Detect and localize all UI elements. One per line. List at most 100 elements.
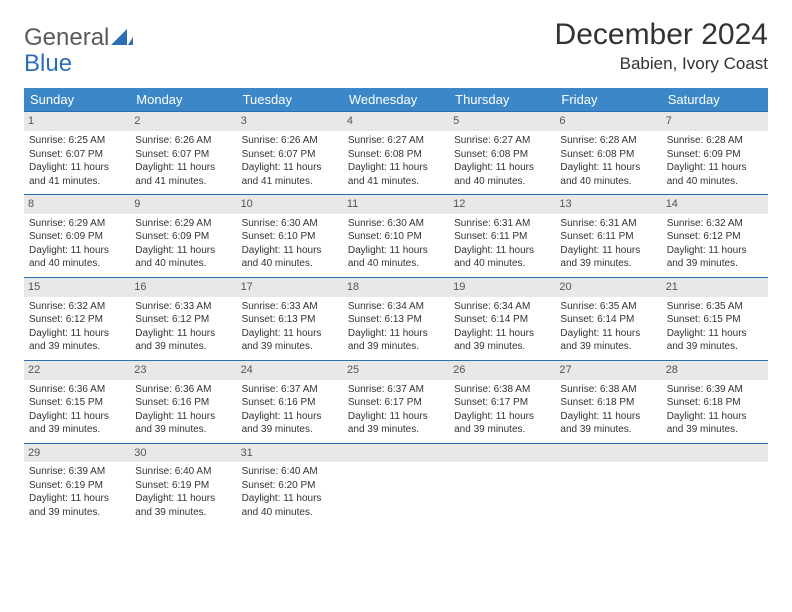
day-details: Sunrise: 6:28 AMSunset: 6:09 PMDaylight:… — [666, 134, 764, 188]
day-details: Sunrise: 6:29 AM Sunset: 6:09 PM Daylight:… — [134, 217, 232, 271]
day-number: 30 — [130, 444, 236, 463]
weekday-header: Friday — [555, 88, 661, 112]
sunrise-line: Sunrise: 6:36 AM — [29, 384, 105, 395]
calendar-table: Sunday Monday Tuesday Wednesday Thursday… — [24, 88, 768, 525]
sunrise-line: Sunrise: 6:29 AM — [135, 218, 211, 229]
sunset-line: Sunset: 6:09 PM — [29, 231, 103, 242]
calendar-week-row: 29Sunrise: 6:39 AMSunset: 6:19 PMDayligh… — [24, 443, 768, 525]
day-number: 31 — [237, 444, 343, 463]
daylight-line: Daylight: 11 hours and 40 minutes. — [454, 162, 534, 187]
empty-daynum — [662, 444, 768, 463]
day-number: 23 — [130, 361, 236, 380]
day-details: Sunrise: 6:26 AMSunset: 6:07 PMDaylight:… — [134, 134, 232, 188]
day-details: Sunrise: 6:28 AMSunset: 6:08 PMDaylight:… — [559, 134, 657, 188]
day-details: Sunrise: 6:39 AMSunset: 6:18 PMDaylight:… — [666, 383, 764, 437]
day-details: Sunrise: 6:32 AMSunset: 6:12 PMDaylight:… — [666, 217, 764, 271]
daylight-line: Daylight: 11 hours and 39 minutes. — [135, 411, 215, 436]
daylight-line: Daylight: 11 hours and 39 minutes. — [667, 245, 747, 270]
day-number: 19 — [449, 278, 555, 297]
sunrise-line: Sunrise: 6:31 AM — [560, 218, 636, 229]
sunrise-line: Sunrise: 6:32 AM — [29, 301, 105, 312]
calendar-day-cell: 24Sunrise: 6:37 AMSunset: 6:16 PMDayligh… — [237, 360, 343, 443]
daylight-line: Daylight: 11 hours and 40 minutes. — [667, 162, 747, 187]
daylight-line: Daylight: 11 hours and 39 minutes. — [454, 411, 534, 436]
sunrise-line: Sunrise: 6:39 AM — [667, 384, 743, 395]
daylight-line: Daylight: 11 hours and 39 minutes. — [348, 411, 428, 436]
daylight-line: Daylight: 11 hours and 39 minutes. — [29, 493, 109, 518]
sunset-line: Sunset: 6:15 PM — [29, 397, 103, 408]
calendar-day-cell: 30 Sunrise: 6:40 AMSunset: 6:19 PMDayligh… — [130, 443, 236, 525]
sunset-line: Sunset: 6:12 PM — [29, 314, 103, 325]
calendar-day-cell: 11Sunrise: 6:30 AMSunset: 6:10 PMDayligh… — [343, 195, 449, 278]
daylight-line: Daylight: 11 hours and 40 minutes. — [135, 245, 215, 270]
day-number: 12 — [449, 195, 555, 214]
day-number: 20 — [555, 278, 661, 297]
day-details: Sunrise: 6:31 AMSunset: 6:11 PMDaylight:… — [559, 217, 657, 271]
day-number: 22 — [24, 361, 130, 380]
sunrise-line: Sunrise: 6:34 AM — [454, 301, 530, 312]
daylight-line: Daylight: 11 hours and 41 minutes. — [242, 162, 322, 187]
sunset-line: Sunset: 6:10 PM — [348, 231, 422, 242]
month-title: December 2024 — [555, 18, 768, 52]
sunset-line: Sunset: 6:19 PM — [29, 480, 103, 491]
calendar-day-cell: 14Sunrise: 6:32 AMSunset: 6:12 PMDayligh… — [662, 195, 768, 278]
weekday-header: Tuesday — [237, 88, 343, 112]
sunset-line: Sunset: 6:08 PM — [560, 149, 634, 160]
location-label: Babien, Ivory Coast — [555, 54, 768, 74]
sunset-line: Sunset: 6:07 PM — [242, 149, 316, 160]
calendar-day-cell: 16Sunrise: 6:33 AMSunset: 6:12 PMDayligh… — [130, 277, 236, 360]
day-number: 4 — [343, 112, 449, 131]
day-details: Sunrise: 6:38 AM Sunset: 6:17 PM Daylight:… — [453, 383, 551, 437]
sunrise-line: Sunrise: 6:38 AM — [454, 384, 530, 395]
day-number: 27 — [555, 361, 661, 380]
sunset-line: Sunset: 6:07 PM — [29, 149, 103, 160]
sunrise-line: Sunrise: 6:33 AM — [242, 301, 318, 312]
day-number: 2 — [130, 112, 236, 131]
daylight-line: Daylight: 11 hours and 39 minutes. — [29, 328, 109, 353]
daylight-line: Daylight: 11 hours and 39 minutes. — [560, 411, 640, 436]
sunrise-line: Sunrise: 6:35 AM — [667, 301, 743, 312]
calendar-day-cell: 28Sunrise: 6:39 AMSunset: 6:18 PMDayligh… — [662, 360, 768, 443]
sunrise-line: Sunrise: 6:28 AM — [667, 135, 743, 146]
calendar-day-cell: 18Sunrise: 6:34 AMSunset: 6:13 PMDayligh… — [343, 277, 449, 360]
sunset-line: Sunset: 6:13 PM — [348, 314, 422, 325]
daylight-line: Daylight: 11 hours and 40 minutes. — [560, 162, 640, 187]
day-number: 26 — [449, 361, 555, 380]
sunset-line: Sunset: 6:17 PM — [348, 397, 422, 408]
sunset-line: Sunset: 6:08 PM — [348, 149, 422, 160]
day-details: Sunrise: 6:36 AMSunset: 6:15 PMDaylight:… — [28, 383, 126, 437]
daylight-line: Daylight: 11 hours and 39 minutes. — [667, 328, 747, 353]
sunrise-line: Sunrise: 6:37 AM — [242, 384, 318, 395]
day-details: Sunrise: 6:27 AMSunset: 6:08 PMDaylight:… — [347, 134, 445, 188]
day-number: 8 — [24, 195, 130, 214]
daylight-line: Daylight: 11 hours and 39 minutes. — [560, 245, 640, 270]
day-number: 3 — [237, 112, 343, 131]
sunrise-line: Sunrise: 6:26 AM — [135, 135, 211, 146]
calendar-day-cell: 8Sunrise: 6:29 AMSunset: 6:09 PMDaylight… — [24, 195, 130, 278]
day-number: 18 — [343, 278, 449, 297]
empty-daynum — [449, 444, 555, 463]
sunset-line: Sunset: 6:17 PM — [454, 397, 528, 408]
sunset-line: Sunset: 6:16 PM — [135, 397, 209, 408]
day-details: Sunrise: 6:38 AMSunset: 6:18 PMDaylight:… — [559, 383, 657, 437]
sunset-line: Sunset: 6:12 PM — [135, 314, 209, 325]
calendar-day-cell: 1Sunrise: 6:25 AMSunset: 6:07 PMDaylight… — [24, 112, 130, 195]
calendar-week-row: 15Sunrise: 6:32 AMSunset: 6:12 PMDayligh… — [24, 277, 768, 360]
sunrise-line: Sunrise: 6:39 AM — [29, 466, 105, 477]
brand-sail-icon — [111, 29, 133, 52]
calendar-day-cell: 29Sunrise: 6:39 AMSunset: 6:19 PMDayligh… — [24, 443, 130, 525]
sunrise-line: Sunrise: 6:36 AM — [135, 384, 211, 395]
calendar-day-cell: 26 Sunrise: 6:38 AM Sunset: 6:17 PM Dayligh… — [449, 360, 555, 443]
sunrise-line: Sunrise: 6:40 AM — [242, 466, 318, 477]
day-details: Sunrise: 6:40 AMSunset: 6:19 PMDaylight:… — [134, 465, 232, 519]
empty-daynum — [343, 444, 449, 463]
day-details: Sunrise: 6:30 AMSunset: 6:10 PMDaylight:… — [347, 217, 445, 271]
weekday-header: Monday — [130, 88, 236, 112]
sunset-line: Sunset: 6:18 PM — [560, 397, 634, 408]
daylight-line: Daylight: 11 hours and 40 minutes. — [29, 245, 109, 270]
day-number: 17 — [237, 278, 343, 297]
sunrise-line: Sunrise: 6:27 AM — [348, 135, 424, 146]
sunset-line: Sunset: 6:09 PM — [135, 231, 209, 242]
sunrise-line: Sunrise: 6:37 AM — [348, 384, 424, 395]
day-details: Sunrise: 6:37 AM Sunset: 6:17 PM Daylight:… — [347, 383, 445, 437]
